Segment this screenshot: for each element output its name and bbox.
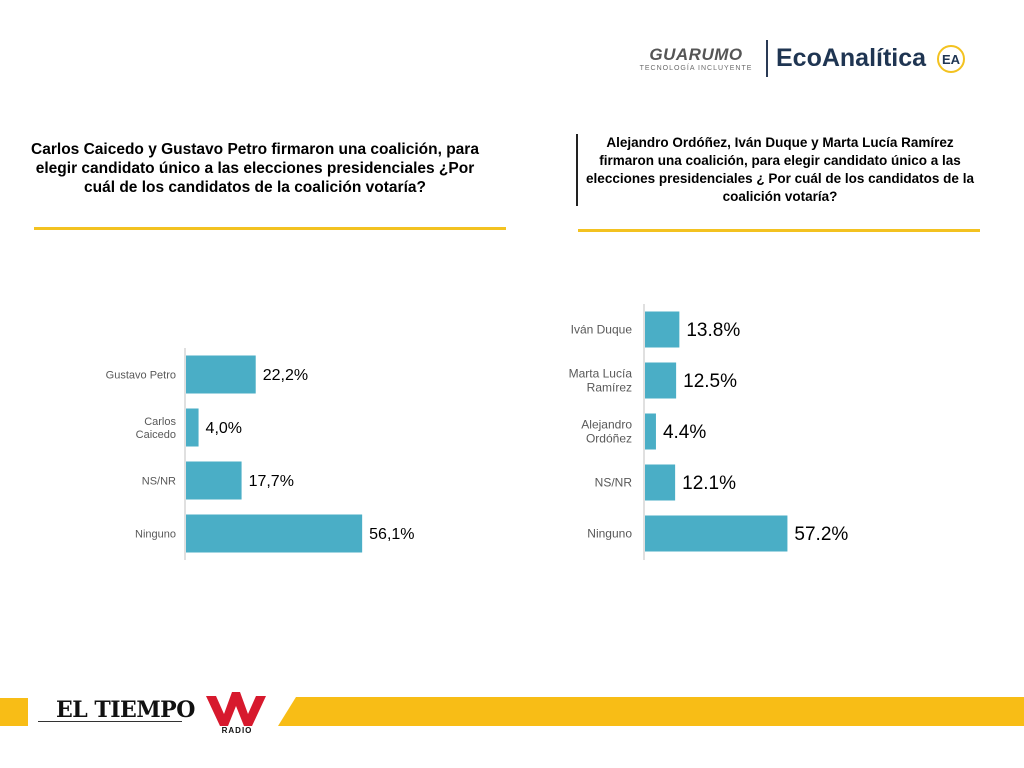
right-chart-title: Alejandro Ordóñez, Iván Duque y Marta Lu…: [586, 135, 974, 204]
w-radio-logo: RADIO: [206, 692, 266, 734]
value-label: 12.1%: [682, 473, 736, 494]
bar: [645, 515, 788, 552]
svg-text:RADIO: RADIO: [222, 726, 253, 734]
category-label: NS/NR: [595, 476, 633, 490]
value-label: 4,0%: [206, 420, 242, 437]
value-label: 17,7%: [249, 473, 294, 490]
guarumo-logo: GUARUMO TECNOLOGÍA INCLUYENTE: [634, 46, 758, 76]
bar: [645, 464, 676, 501]
category-label: Carlos Caicedo: [136, 416, 177, 441]
logo-divider: [766, 40, 768, 77]
value-label: 57.2%: [794, 524, 848, 545]
guarumo-wordmark: GUARUMO: [649, 45, 743, 64]
el-tiempo-logo: EL TIEMPO: [56, 697, 195, 723]
category-label: NS/NR: [142, 475, 176, 487]
bar: [186, 355, 256, 394]
right-title-marker: [576, 134, 578, 206]
category-label: Ninguno: [587, 527, 632, 541]
footer-left-stripe: [0, 698, 28, 726]
footer-right-stripe: [278, 697, 1024, 726]
value-label: 13.8%: [686, 320, 740, 341]
ecoanalitica-mark-text: EA: [942, 52, 961, 67]
category-label: Ninguno: [135, 528, 176, 540]
category-label: Iván Duque: [571, 323, 633, 337]
guarumo-tagline: TECNOLOGÍA INCLUYENTE: [639, 65, 753, 72]
value-label: 4.4%: [663, 422, 706, 443]
value-label: 56,1%: [369, 526, 414, 543]
bar: [186, 408, 199, 447]
left-bar-chart: Gustavo Petro 22,2% Carlos Caicedo 4,0% NS/NR…: [106, 348, 415, 560]
bar: [645, 413, 656, 450]
left-chart-title: Carlos Caicedo y Gustavo Petro firmaron …: [31, 141, 479, 196]
left-title-underline: [34, 227, 506, 230]
el-tiempo-underline: [38, 721, 182, 722]
bar: [645, 311, 680, 348]
bar: [186, 514, 363, 553]
ecoanalitica-mark-icon: EA: [937, 45, 965, 73]
category-label: Gustavo Petro: [106, 369, 176, 381]
category-label: Alejandro Ordóñez: [581, 418, 632, 446]
bar: [186, 461, 242, 500]
value-label: 22,2%: [263, 367, 308, 384]
value-label: 12.5%: [683, 371, 737, 392]
bar: [645, 362, 677, 399]
ecoanalitica-logo: EcoAnalítica: [776, 44, 927, 72]
right-title-underline: [578, 229, 980, 232]
footer-band: [0, 697, 1024, 726]
right-bar-chart: Iván Duque 13.8% Marta Lucía Ramírez 12.5% Al…: [569, 304, 848, 560]
category-label: Marta Lucía Ramírez: [569, 367, 633, 395]
